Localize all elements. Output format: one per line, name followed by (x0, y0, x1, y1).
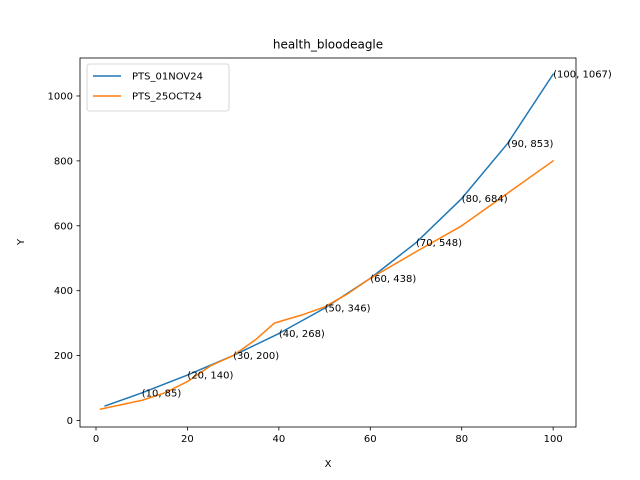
point-annotation: (60, 438) (370, 274, 416, 285)
x-tick-label: 100 (544, 434, 563, 445)
x-axis: 0 20 40 60 80 100 (93, 427, 563, 445)
x-tick-label: 40 (272, 434, 285, 445)
point-annotation: (70, 548) (416, 238, 462, 249)
series-line-pts-25oct24 (99, 159, 555, 411)
point-annotation: (90, 853) (507, 139, 553, 150)
y-axis: 0 200 400 600 800 1000 (48, 91, 80, 427)
legend-label: PTS_01NOV24 (132, 72, 203, 83)
point-annotation: (80, 684) (462, 194, 508, 205)
point-annotation: (40, 268) (279, 329, 325, 340)
point-annotation: (10, 85) (142, 388, 182, 399)
point-annotation: (30, 200) (233, 351, 279, 362)
chart-title: health_bloodeagle (273, 38, 383, 52)
y-tick-label: 0 (67, 416, 73, 427)
point-annotation: (100, 1067) (553, 70, 612, 81)
legend-label: PTS_25OCT24 (132, 92, 202, 103)
x-axis-title: X (325, 459, 332, 470)
plot-area: (10, 85) (20, 140)(30, 200)(40, 268) (50, … (99, 70, 612, 411)
x-tick-label: 20 (181, 434, 194, 445)
x-tick-label: 60 (364, 434, 377, 445)
y-tick-label: 800 (54, 156, 73, 167)
y-tick-label: 200 (54, 351, 73, 362)
y-tick-label: 1000 (48, 91, 73, 102)
x-tick-label: 80 (455, 434, 468, 445)
x-tick-label: 0 (93, 434, 99, 445)
legend: PTS_01NOV24 PTS_25OCT24 (86, 63, 230, 112)
y-axis-title: Y (16, 238, 27, 246)
point-annotation: (20, 140) (187, 371, 233, 382)
series-line-pts-01nov24 (104, 73, 555, 407)
plot-frame (79, 57, 577, 428)
legend-box (86, 63, 230, 112)
y-tick-label: 400 (54, 286, 73, 297)
y-tick-label: 600 (54, 221, 73, 232)
point-annotation: (50, 346) (325, 304, 371, 315)
